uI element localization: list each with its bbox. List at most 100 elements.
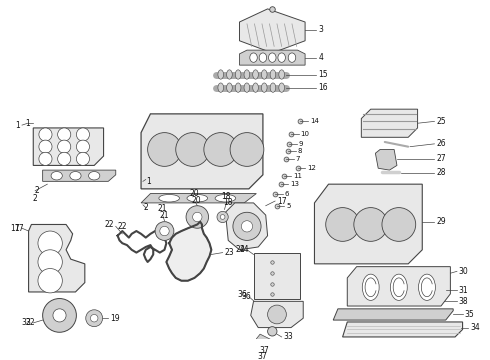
Circle shape xyxy=(147,132,181,166)
Circle shape xyxy=(160,226,169,236)
Text: 17: 17 xyxy=(277,197,287,206)
Text: 36: 36 xyxy=(237,290,247,299)
Ellipse shape xyxy=(220,215,225,219)
Text: 24: 24 xyxy=(236,245,245,254)
Text: 16: 16 xyxy=(318,83,328,92)
Circle shape xyxy=(86,310,102,327)
Ellipse shape xyxy=(250,53,257,62)
Ellipse shape xyxy=(262,70,267,79)
Polygon shape xyxy=(240,50,305,65)
Circle shape xyxy=(354,208,388,241)
Circle shape xyxy=(58,152,71,166)
Ellipse shape xyxy=(244,70,250,79)
Text: 18: 18 xyxy=(221,192,231,201)
Polygon shape xyxy=(375,149,397,170)
Polygon shape xyxy=(256,334,273,346)
Text: 36: 36 xyxy=(241,292,251,301)
Text: 8: 8 xyxy=(297,148,302,154)
Text: 29: 29 xyxy=(436,217,446,226)
Ellipse shape xyxy=(278,53,285,62)
Ellipse shape xyxy=(279,83,285,92)
Ellipse shape xyxy=(253,83,258,92)
Text: 38: 38 xyxy=(459,297,468,306)
Circle shape xyxy=(53,309,66,322)
Ellipse shape xyxy=(253,70,258,79)
Text: 21: 21 xyxy=(158,204,168,213)
Ellipse shape xyxy=(244,83,250,92)
Circle shape xyxy=(39,128,52,141)
Text: 19: 19 xyxy=(110,314,120,323)
Ellipse shape xyxy=(218,70,223,79)
Circle shape xyxy=(155,222,174,240)
Text: 1: 1 xyxy=(146,177,150,186)
Text: 22: 22 xyxy=(118,222,127,231)
Polygon shape xyxy=(141,114,263,189)
Circle shape xyxy=(39,140,52,153)
Polygon shape xyxy=(253,253,300,300)
Text: 2: 2 xyxy=(144,203,148,212)
Text: 7: 7 xyxy=(296,156,300,162)
Text: 17: 17 xyxy=(14,224,24,233)
Circle shape xyxy=(268,327,277,336)
Circle shape xyxy=(76,152,90,166)
Circle shape xyxy=(38,231,62,255)
Ellipse shape xyxy=(362,274,379,300)
Text: 32: 32 xyxy=(25,318,35,327)
Ellipse shape xyxy=(187,194,208,202)
Text: 15: 15 xyxy=(318,70,328,79)
Ellipse shape xyxy=(51,171,62,180)
Text: 21: 21 xyxy=(160,211,169,220)
Ellipse shape xyxy=(288,53,296,62)
Text: 12: 12 xyxy=(307,165,316,171)
Polygon shape xyxy=(251,301,303,328)
Circle shape xyxy=(242,221,253,232)
Text: 1: 1 xyxy=(15,121,20,130)
Text: 23: 23 xyxy=(224,248,234,257)
Polygon shape xyxy=(315,184,422,264)
Circle shape xyxy=(58,128,71,141)
Ellipse shape xyxy=(215,194,236,202)
Ellipse shape xyxy=(391,274,407,300)
Ellipse shape xyxy=(227,83,232,92)
Text: 20: 20 xyxy=(190,189,199,198)
Circle shape xyxy=(76,128,90,141)
Ellipse shape xyxy=(89,171,100,180)
Text: 9: 9 xyxy=(298,141,303,147)
Text: 37: 37 xyxy=(259,346,269,355)
Text: 35: 35 xyxy=(465,310,474,319)
Circle shape xyxy=(193,212,202,222)
Polygon shape xyxy=(141,194,256,203)
Ellipse shape xyxy=(235,70,241,79)
Ellipse shape xyxy=(418,274,436,300)
Circle shape xyxy=(58,140,71,153)
Text: 6: 6 xyxy=(285,190,289,197)
Ellipse shape xyxy=(279,70,285,79)
Text: 18: 18 xyxy=(223,198,233,207)
Circle shape xyxy=(233,212,261,240)
Circle shape xyxy=(230,132,264,166)
Text: 4: 4 xyxy=(318,53,323,62)
Circle shape xyxy=(186,206,209,228)
Ellipse shape xyxy=(269,53,276,62)
Text: 30: 30 xyxy=(459,267,468,276)
Text: 33: 33 xyxy=(284,332,294,341)
Text: 13: 13 xyxy=(290,181,299,187)
Polygon shape xyxy=(28,225,85,292)
Polygon shape xyxy=(240,9,305,53)
Ellipse shape xyxy=(218,83,223,92)
Text: 24: 24 xyxy=(239,245,249,254)
Circle shape xyxy=(76,140,90,153)
Text: 37: 37 xyxy=(257,352,267,360)
Ellipse shape xyxy=(259,53,267,62)
Polygon shape xyxy=(333,309,453,320)
Circle shape xyxy=(204,132,238,166)
Text: 2: 2 xyxy=(33,194,38,203)
Circle shape xyxy=(176,132,210,166)
Text: 31: 31 xyxy=(459,285,468,294)
Text: 26: 26 xyxy=(436,139,446,148)
Ellipse shape xyxy=(70,171,81,180)
Text: 28: 28 xyxy=(436,168,446,177)
Text: 14: 14 xyxy=(310,118,318,124)
Text: 25: 25 xyxy=(436,117,446,126)
Polygon shape xyxy=(167,222,211,281)
